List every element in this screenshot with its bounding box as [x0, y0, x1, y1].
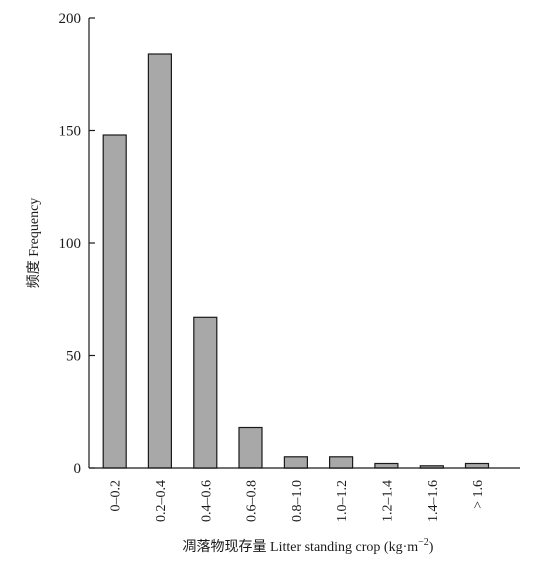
- bar-5: [329, 456, 354, 469]
- x-tick-label-0: 0–0.2: [109, 480, 124, 512]
- x-tick-label-6: 1.2–1.4: [380, 480, 395, 522]
- x-tick-label-4: 0.8–1.0: [290, 480, 305, 522]
- plot-area: [102, 53, 490, 469]
- bar-1: [147, 53, 172, 469]
- x-axis-title-close: ): [429, 540, 434, 555]
- bar-6: [374, 462, 399, 469]
- y-tick-label-1: 50: [66, 349, 81, 365]
- y-tick-label-0: 0: [74, 461, 82, 477]
- x-axis-title-main: 凋落物现存量 Litter standing crop (kg·m: [183, 539, 419, 555]
- x-tick-label-1: 0.2–0.4: [154, 480, 169, 522]
- bar-8: [464, 462, 490, 469]
- x-axis-title-superscript: −2: [418, 537, 429, 548]
- y-tick-label-2: 100: [59, 236, 82, 252]
- x-tick-label-5: 1.0–1.2: [335, 480, 350, 522]
- x-tick-label-3: 0.6–0.8: [245, 480, 260, 522]
- x-tick-label-2: 0.4–0.6: [199, 480, 214, 522]
- y-tick-label-3: 150: [59, 124, 82, 140]
- y-tick-label-4: 200: [59, 11, 82, 27]
- bar-3: [238, 426, 263, 469]
- bar-2: [193, 316, 218, 469]
- x-tick-label-8: > 1.6: [471, 480, 486, 509]
- x-tick-label-7: 1.4–1.6: [426, 480, 441, 522]
- y-axis-title: 频度 Frequency: [26, 198, 42, 289]
- x-axis-title: 凋落物现存量 Litter standing crop (kg·m−2): [183, 537, 434, 555]
- bar-4: [283, 456, 308, 469]
- bar-0: [102, 134, 127, 469]
- axes: 0–0.2 0.2–0.4 0.4–0.6 0.6–0.8 0.8–1.0 1.0–1.2…: [59, 11, 520, 522]
